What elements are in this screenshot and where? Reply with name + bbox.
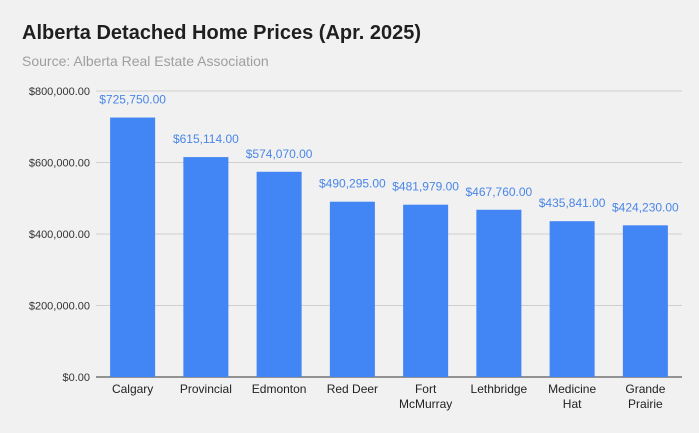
- data-label: $424,230.00: [612, 200, 679, 214]
- data-label: $490,295.00: [319, 177, 386, 191]
- bar: [183, 157, 229, 377]
- y-tick-label: $600,000.00: [29, 158, 90, 170]
- bar: [549, 221, 595, 377]
- y-tick-label: $800,000.00: [29, 86, 90, 98]
- bar: [476, 209, 522, 377]
- chart-title: Alberta Detached Home Prices (Apr. 2025): [22, 22, 422, 44]
- y-tick-label: $200,000.00: [29, 301, 90, 313]
- y-tick-label: $0.00: [62, 372, 90, 384]
- bar: [110, 117, 156, 377]
- bar: [329, 201, 375, 377]
- data-label: $615,114.00: [173, 132, 239, 146]
- bar: [622, 225, 668, 377]
- data-label: $435,841.00: [539, 196, 606, 210]
- x-tick-label: Grande Prairie: [625, 382, 665, 411]
- data-label: $574,070.00: [246, 147, 313, 161]
- bar: [403, 204, 449, 377]
- chart-subtitle: Source: Alberta Real Estate Association: [22, 53, 269, 69]
- data-label: $481,979.00: [392, 180, 459, 194]
- data-label: $725,750.00: [99, 93, 166, 107]
- x-tick-label: Edmonton: [252, 382, 307, 396]
- x-tick-label: Calgary: [112, 382, 153, 396]
- x-tick-label: Lethbridge: [471, 382, 528, 396]
- x-tick-label: Medicine Hat: [548, 382, 596, 411]
- y-tick-label: $400,000.00: [29, 229, 90, 241]
- x-tick-label: Fort McMurray: [399, 382, 452, 411]
- data-label: $467,760.00: [466, 185, 533, 199]
- x-tick-label: Provincial: [180, 382, 232, 396]
- x-tick-label: Red Deer: [327, 382, 378, 396]
- bar: [256, 171, 302, 377]
